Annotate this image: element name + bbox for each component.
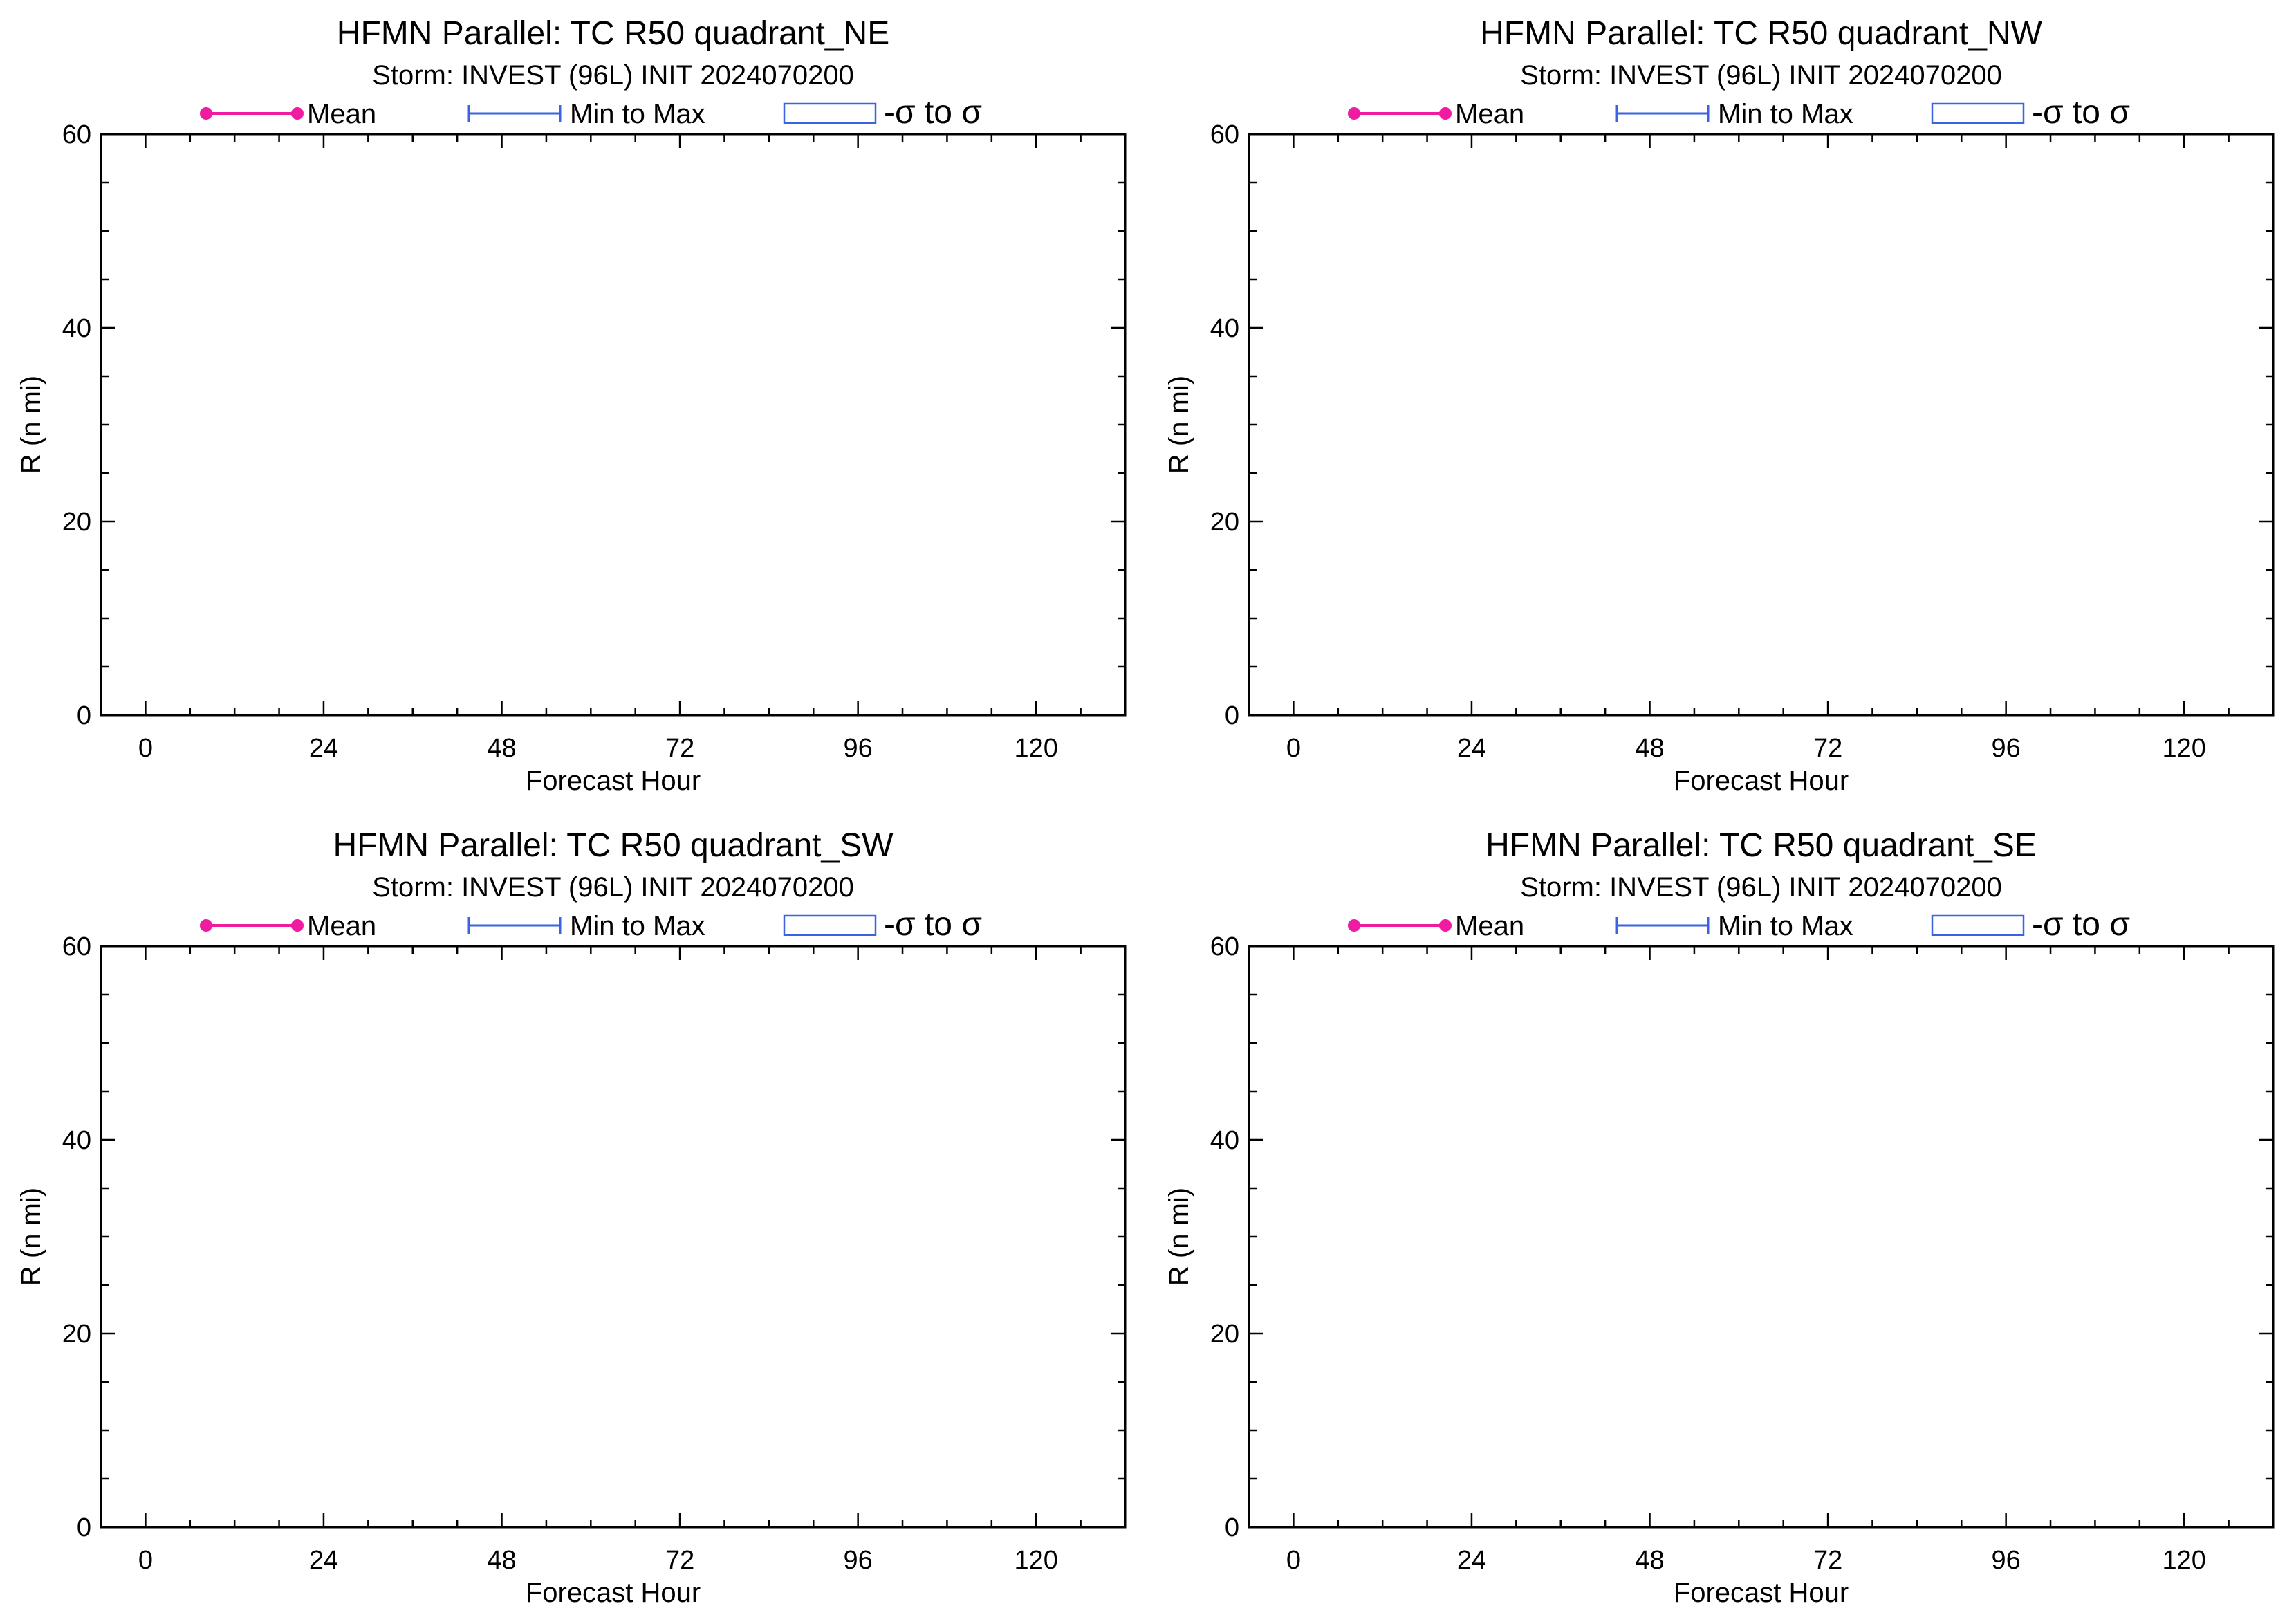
x-tick-label: 120	[1015, 1546, 1058, 1575]
legend-minmax-label: Min to Max	[1718, 911, 1853, 941]
legend-sigma-box	[783, 102, 877, 124]
chart-title: HFMN Parallel: TC R50 quadrant_NE	[337, 15, 889, 52]
legend-mean-marker	[1348, 107, 1360, 120]
legend-sigma-label: -σ to σ	[884, 94, 982, 131]
chart-panel: HFMN Parallel: TC R50 quadrant_NE Storm: …	[16, 15, 1127, 796]
legend-mean-label: Mean	[307, 99, 376, 129]
chart-title: HFMN Parallel: TC R50 quadrant_NW	[1480, 15, 2042, 52]
chart-panel: HFMN Parallel: TC R50 quadrant_SE Storm: …	[1164, 827, 2275, 1608]
chart-subtitle: Storm: INVEST (96L) INIT 2024070200	[372, 872, 854, 903]
x-tick-label: 48	[1635, 734, 1664, 763]
y-axis-label: R (n mi)	[16, 1188, 46, 1286]
plot-frame	[1248, 945, 2275, 1529]
legend-mean-marker	[291, 919, 304, 932]
x-axis-label: Forecast Hour	[526, 766, 701, 796]
y-tick-label: 60	[1210, 120, 1239, 149]
x-tick-label: 72	[665, 734, 694, 763]
legend-minmax-label: Min to Max	[570, 911, 705, 941]
legend-mean-marker	[1439, 107, 1452, 120]
legend-mean-label: Mean	[1455, 99, 1524, 129]
y-tick-label: 0	[77, 1513, 91, 1542]
x-tick-label: 120	[2163, 1546, 2206, 1575]
chart-subtitle: Storm: INVEST (96L) INIT 2024070200	[1520, 872, 2002, 903]
x-tick-label: 24	[1457, 734, 1486, 763]
x-tick-label: 0	[1286, 734, 1301, 763]
x-tick-label: 48	[1635, 1546, 1664, 1575]
legend-mean-marker	[1439, 919, 1452, 932]
x-tick-label: 72	[1813, 734, 1842, 763]
y-tick-label: 20	[1210, 1320, 1239, 1349]
y-tick-label: 40	[62, 314, 91, 343]
legend-mean-label: Mean	[1455, 911, 1524, 941]
plot-frame	[100, 133, 1127, 717]
chart-subtitle: Storm: INVEST (96L) INIT 2024070200	[1520, 60, 2002, 91]
x-tick-label: 120	[1015, 734, 1058, 763]
chart-title: HFMN Parallel: TC R50 quadrant_SE	[1485, 827, 2037, 864]
legend-sigma-box	[1931, 914, 2025, 936]
legend-mean-marker	[200, 919, 212, 932]
x-tick-label: 96	[844, 1546, 873, 1575]
y-axis-label: R (n mi)	[1164, 376, 1194, 474]
chart-title: HFMN Parallel: TC R50 quadrant_SW	[333, 827, 894, 864]
legend-sigma-label: -σ to σ	[2032, 94, 2130, 131]
x-tick-label: 72	[1813, 1546, 1842, 1575]
y-tick-label: 20	[62, 1320, 91, 1349]
plot-frame	[1248, 133, 2275, 717]
chart-panel: HFMN Parallel: TC R50 quadrant_SW Storm: …	[16, 827, 1127, 1608]
x-axis-label: Forecast Hour	[1674, 766, 1849, 796]
x-tick-label: 24	[309, 734, 338, 763]
x-tick-label: 72	[665, 1546, 694, 1575]
chart-panel: HFMN Parallel: TC R50 quadrant_NW Storm: …	[1164, 15, 2275, 796]
legend-sigma-box	[1931, 102, 2025, 124]
y-tick-label: 0	[1225, 1513, 1239, 1542]
x-tick-label: 96	[1992, 1546, 2021, 1575]
y-tick-label: 40	[62, 1126, 91, 1155]
y-tick-label: 0	[77, 701, 91, 730]
legend-minmax-label: Min to Max	[1718, 99, 1853, 129]
x-axis-label: Forecast Hour	[526, 1578, 701, 1608]
legend-mean-label: Mean	[307, 911, 376, 941]
y-tick-label: 40	[1210, 1126, 1239, 1155]
x-tick-label: 0	[1286, 1546, 1301, 1575]
x-tick-label: 96	[844, 734, 873, 763]
y-tick-label: 40	[1210, 314, 1239, 343]
x-tick-label: 0	[138, 1546, 153, 1575]
plot-frame	[100, 945, 1127, 1529]
x-tick-label: 48	[487, 1546, 516, 1575]
legend-mean-marker	[291, 107, 304, 120]
legend-mean-marker	[1348, 919, 1360, 932]
x-tick-label: 96	[1992, 734, 2021, 763]
x-axis-label: Forecast Hour	[1674, 1578, 1849, 1608]
y-axis-label: R (n mi)	[1164, 1188, 1194, 1286]
y-tick-label: 60	[62, 932, 91, 961]
legend-mean-marker	[200, 107, 212, 120]
y-tick-label: 20	[1210, 508, 1239, 537]
x-tick-label: 24	[1457, 1546, 1486, 1575]
legend-sigma-box	[783, 914, 877, 936]
y-tick-label: 60	[62, 120, 91, 149]
y-axis-label: R (n mi)	[16, 376, 46, 474]
x-tick-label: 0	[138, 734, 153, 763]
y-tick-label: 20	[62, 508, 91, 537]
x-tick-label: 24	[309, 1546, 338, 1575]
y-tick-label: 0	[1225, 701, 1239, 730]
x-tick-label: 120	[2163, 734, 2206, 763]
x-tick-label: 48	[487, 734, 516, 763]
legend-sigma-label: -σ to σ	[884, 906, 982, 943]
y-tick-label: 60	[1210, 932, 1239, 961]
legend-sigma-label: -σ to σ	[2032, 906, 2130, 943]
legend-minmax-label: Min to Max	[570, 99, 705, 129]
chart-subtitle: Storm: INVEST (96L) INIT 2024070200	[372, 60, 854, 91]
